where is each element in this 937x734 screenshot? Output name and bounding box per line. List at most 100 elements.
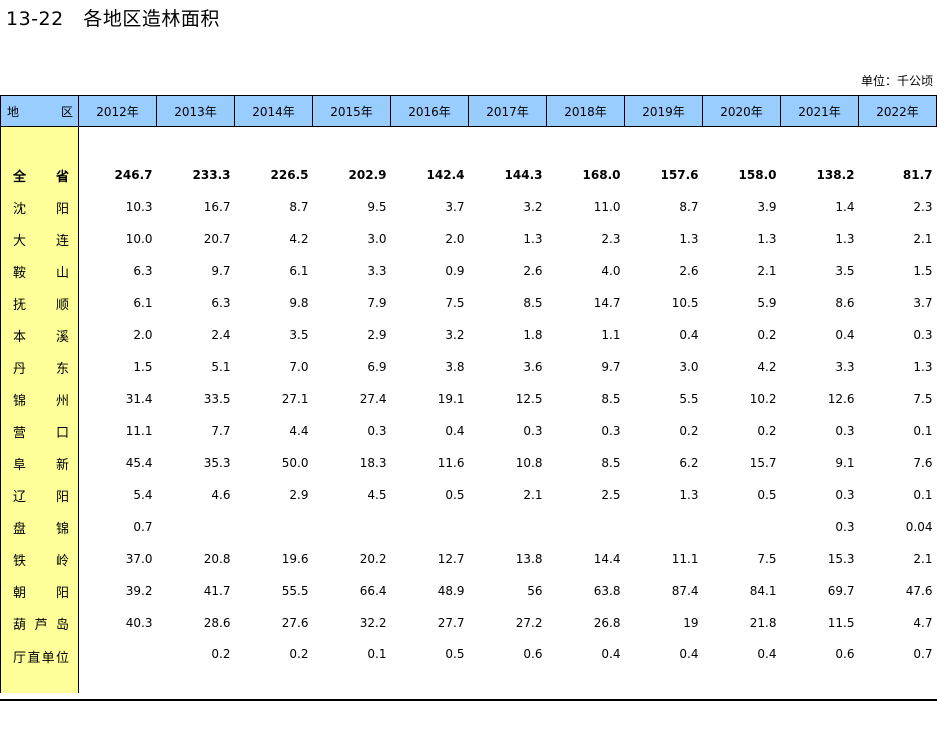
table-row: 鞍 山 6.3 9.7 6.1 3.3 0.9 2.6 4.0 2.6 2.1 3.5 1.5 (0, 255, 937, 287)
region-cell: 本 溪 (0, 319, 79, 351)
value-cell: 4.7 (913, 616, 933, 630)
region-label: 铁 岭 (13, 553, 69, 569)
value-cell: 7.7 (211, 424, 231, 438)
value-cell: 41.7 (203, 584, 231, 598)
region-cell: 厅直单位 (0, 639, 79, 693)
region-label: 朝 阳 (13, 585, 69, 601)
value-cell: 4.2 (757, 360, 777, 374)
value-cell: 4.2 (289, 232, 309, 246)
header-year: 2019年 (624, 95, 703, 127)
value-cell: 0.4 (679, 328, 699, 342)
value-cell: 31.4 (125, 392, 153, 406)
value-cell: 10.2 (749, 392, 777, 406)
value-cell: 55.5 (281, 584, 309, 598)
region-cell: 沈 阳 (0, 191, 79, 223)
value-cell: 0.5 (757, 488, 777, 502)
value-cell: 2.1 (913, 552, 933, 566)
region-cell: 抚 顺 (0, 287, 79, 319)
region-label: 沈 阳 (13, 201, 69, 217)
value-cell: 3.0 (679, 360, 699, 374)
value-cell: 9.7 (211, 264, 231, 278)
table-row: 盘 锦 0.7 0.3 0.04 (0, 511, 937, 543)
value-cell: 0.5 (445, 647, 465, 661)
region-cell: 铁 岭 (0, 543, 79, 575)
value-cell: 3.8 (445, 360, 465, 374)
value-cell: 3.5 (289, 328, 309, 342)
region-label: 大 连 (13, 233, 69, 249)
value-cell: 7.9 (367, 296, 387, 310)
value-cell: 5.1 (211, 360, 231, 374)
value-cell: 0.3 (835, 488, 855, 502)
value-cell: 0.5 (445, 488, 465, 502)
value-cell: 2.0 (445, 232, 465, 246)
value-cell: 15.7 (749, 456, 777, 470)
value-cell: 6.3 (133, 264, 153, 278)
value-cell: 7.5 (445, 296, 465, 310)
value-cell: 39.2 (125, 584, 153, 598)
header-year: 2016年 (390, 95, 469, 127)
value-cell: 4.5 (367, 488, 387, 502)
value-cell: 8.7 (679, 200, 699, 214)
value-cell: 13.8 (515, 552, 543, 566)
header-row: 地 区 2012年 2013年 2014年 2015年 2016年 2017年 2018年 2… (0, 95, 937, 127)
value-cell: 3.7 (913, 296, 933, 310)
value-cell: 0.2 (289, 647, 309, 661)
value-cell: 7.5 (913, 392, 933, 406)
header-year: 2015年 (312, 95, 391, 127)
value-cell: 3.2 (523, 200, 543, 214)
value-cell: 40.3 (125, 616, 153, 630)
header-year: 2022年 (858, 95, 937, 127)
value-cell: 1.5 (133, 360, 153, 374)
value-cell: 8.5 (523, 296, 543, 310)
region-label: 盘 锦 (13, 521, 69, 537)
value-cell: 3.9 (757, 200, 777, 214)
value-cell: 7.5 (757, 552, 777, 566)
value-cell: 20.2 (359, 552, 387, 566)
value-cell: 27.4 (359, 392, 387, 406)
value-cell: 33.5 (203, 392, 231, 406)
region-cell: 丹 东 (0, 351, 79, 383)
value-cell: 0.4 (757, 647, 777, 661)
value-cell: 0.4 (445, 424, 465, 438)
spacer-row (0, 126, 937, 160)
region-label: 本 溪 (13, 329, 69, 345)
header-region: 地 区 (0, 95, 79, 127)
region-label: 丹 东 (13, 361, 69, 377)
value-cell: 19.6 (281, 552, 309, 566)
value-cell: 11.1 (671, 552, 699, 566)
value-cell: 11.1 (125, 424, 153, 438)
region-label: 厅直单位 (13, 651, 69, 666)
value-cell (235, 511, 313, 543)
spacer-cell (79, 127, 937, 160)
value-cell: 11.5 (827, 616, 855, 630)
value-cell: 0.4 (835, 328, 855, 342)
value-cell: 0.3 (367, 424, 387, 438)
value-cell: 7.0 (289, 360, 309, 374)
value-cell: 10.3 (125, 200, 153, 214)
value-cell: 8.7 (289, 200, 309, 214)
value-cell: 2.9 (367, 328, 387, 342)
value-cell: 10.0 (125, 232, 153, 246)
value-cell (547, 511, 625, 543)
table-row: 营 口 11.1 7.7 4.4 0.3 0.4 0.3 0.3 0.2 0.2 0.3 0.1 (0, 415, 937, 447)
value-cell (391, 511, 469, 543)
value-cell: 14.7 (593, 296, 621, 310)
value-cell: 14.4 (593, 552, 621, 566)
value-cell (313, 511, 391, 543)
value-cell: 0.4 (679, 647, 699, 661)
value-cell: 8.5 (601, 456, 621, 470)
region-cell: 鞍 山 (0, 255, 79, 287)
value-cell: 10.5 (671, 296, 699, 310)
value-cell: 26.8 (593, 616, 621, 630)
value-cell: 226.5 (270, 168, 309, 182)
value-cell: 16.7 (203, 200, 231, 214)
value-cell: 3.3 (367, 264, 387, 278)
value-cell: 11.6 (437, 456, 465, 470)
value-cell: 11.0 (593, 200, 621, 214)
value-cell: 4.4 (289, 424, 309, 438)
value-cell: 7.6 (913, 456, 933, 470)
table-row: 辽 阳 5.4 4.6 2.9 4.5 0.5 2.1 2.5 1.3 0.5 0.3 0.1 (0, 479, 937, 511)
value-cell: 3.3 (835, 360, 855, 374)
region-cell: 营 口 (0, 415, 79, 447)
value-cell: 1.3 (679, 488, 699, 502)
